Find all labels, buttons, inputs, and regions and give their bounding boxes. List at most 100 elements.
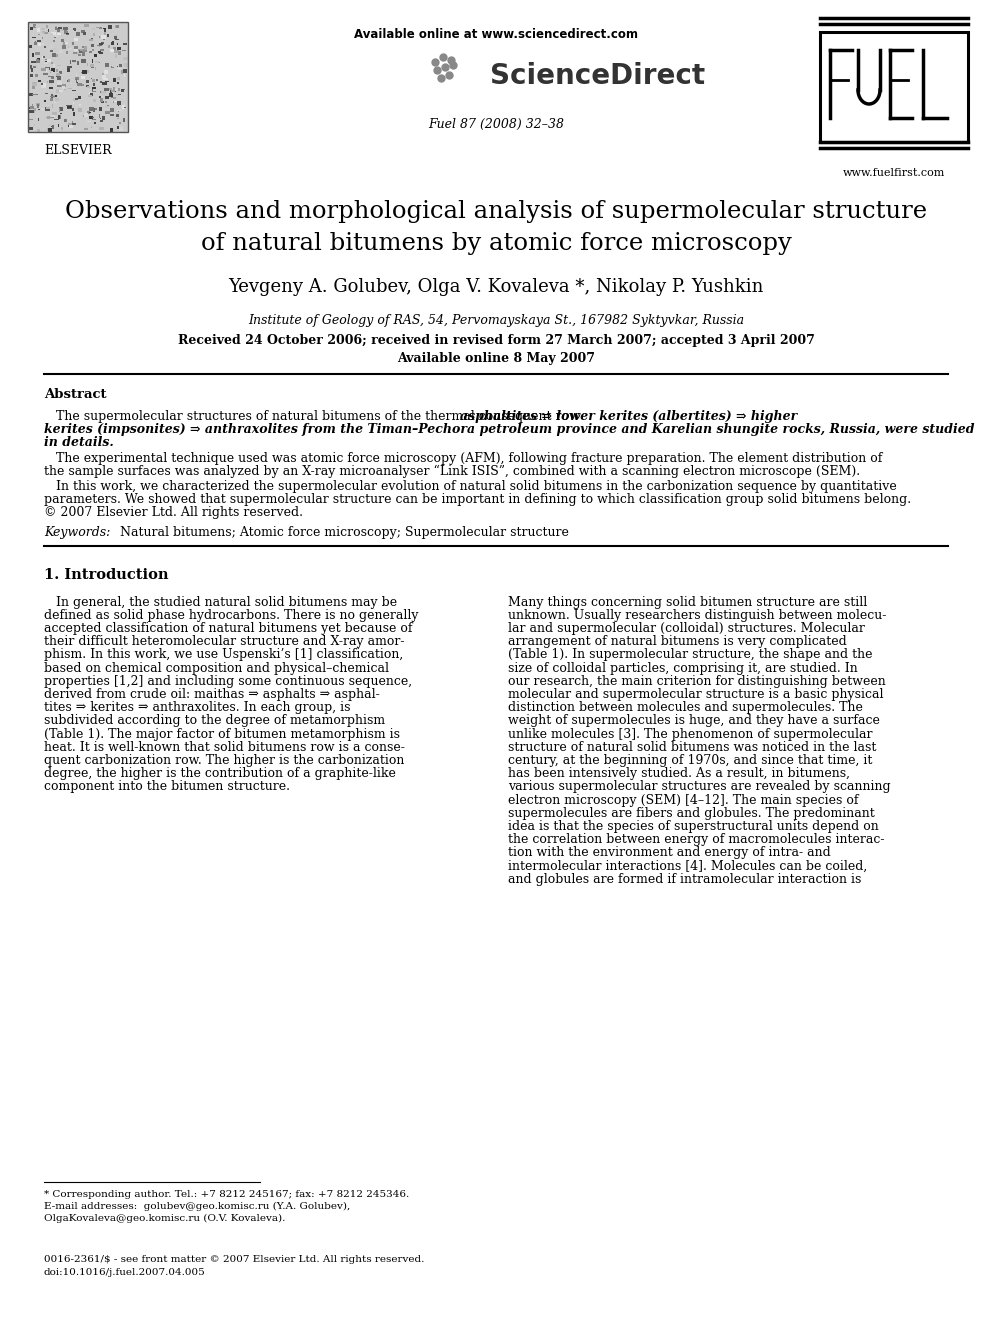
Bar — [55, 53, 59, 57]
Text: Observations and morphological analysis of supermolecular structure: Observations and morphological analysis … — [64, 200, 928, 224]
Bar — [123, 69, 127, 73]
Bar — [75, 94, 77, 97]
Bar — [67, 87, 72, 89]
Bar — [58, 115, 61, 119]
Bar — [72, 61, 75, 62]
Bar — [68, 79, 70, 82]
Text: unknown. Usually researchers distinguish between molecu-: unknown. Usually researchers distinguish… — [508, 609, 887, 622]
Text: Natural bitumens; Atomic force microscopy; Supermolecular structure: Natural bitumens; Atomic force microscop… — [112, 525, 568, 538]
Bar — [121, 89, 124, 91]
Text: ScienceDirect: ScienceDirect — [490, 62, 705, 90]
Bar — [86, 70, 89, 73]
Bar — [48, 75, 50, 77]
Bar — [53, 126, 54, 128]
Bar — [123, 119, 125, 122]
Bar — [101, 91, 106, 94]
Text: component into the bitumen structure.: component into the bitumen structure. — [44, 781, 290, 794]
Bar — [93, 69, 94, 73]
Text: intermolecular interactions [4]. Molecules can be coiled,: intermolecular interactions [4]. Molecul… — [508, 860, 867, 873]
Bar — [31, 106, 34, 108]
Bar — [65, 50, 67, 54]
Bar — [66, 106, 71, 108]
Bar — [53, 32, 56, 34]
Bar — [56, 34, 58, 37]
Text: molecular and supermolecular structure is a basic physical: molecular and supermolecular structure i… — [508, 688, 884, 701]
Bar — [55, 98, 59, 101]
Bar — [88, 93, 90, 94]
Bar — [37, 105, 40, 108]
Text: idea is that the species of superstructural units depend on: idea is that the species of superstructu… — [508, 820, 879, 833]
Bar — [122, 50, 126, 52]
Text: In general, the studied natural solid bitumens may be: In general, the studied natural solid bi… — [44, 595, 397, 609]
Text: distinction between molecules and supermolecules. The: distinction between molecules and superm… — [508, 701, 863, 714]
Bar — [70, 61, 71, 65]
Bar — [103, 115, 106, 118]
Bar — [74, 45, 78, 49]
Text: Many things concerning solid bitumen structure are still: Many things concerning solid bitumen str… — [508, 595, 867, 609]
Text: Fuel 87 (2008) 32–38: Fuel 87 (2008) 32–38 — [428, 118, 564, 131]
Bar — [87, 50, 92, 53]
Text: weight of supermolecules is huge, and they have a surface: weight of supermolecules is huge, and th… — [508, 714, 880, 728]
Text: the correlation between energy of macromolecules interac-: the correlation between energy of macrom… — [508, 833, 885, 847]
Bar — [46, 69, 48, 73]
Bar — [92, 60, 93, 64]
Bar — [104, 41, 106, 44]
Bar — [113, 97, 116, 99]
Bar — [73, 48, 78, 52]
Bar — [59, 108, 61, 111]
Bar — [90, 94, 92, 95]
Bar — [92, 28, 95, 30]
Bar — [101, 97, 103, 99]
Bar — [86, 81, 89, 83]
Bar — [103, 32, 105, 36]
Bar — [45, 93, 48, 94]
Bar — [71, 107, 74, 111]
Bar — [99, 52, 103, 54]
Bar — [71, 42, 73, 45]
Bar — [32, 111, 34, 112]
Text: accepted classification of natural bitumens yet because of: accepted classification of natural bitum… — [44, 622, 413, 635]
Bar — [48, 60, 52, 62]
Bar — [89, 107, 94, 111]
Bar — [46, 67, 50, 69]
Bar — [45, 32, 48, 34]
Bar — [101, 102, 103, 103]
Bar — [73, 29, 75, 30]
Bar — [92, 116, 94, 118]
Text: ELSEVIER: ELSEVIER — [45, 144, 112, 157]
Bar — [102, 115, 105, 120]
Bar — [82, 70, 86, 74]
Bar — [110, 30, 112, 33]
Bar — [34, 82, 36, 83]
Bar — [50, 70, 51, 73]
Bar — [90, 64, 94, 67]
Text: lar and supermolecular (colloidal) structures. Molecular: lar and supermolecular (colloidal) struc… — [508, 622, 865, 635]
Bar — [46, 25, 49, 28]
Bar — [107, 105, 109, 106]
Bar — [35, 74, 38, 77]
Bar — [43, 83, 47, 87]
Bar — [76, 83, 81, 86]
Bar — [52, 67, 55, 71]
Bar — [67, 66, 72, 69]
Bar — [47, 123, 52, 126]
Bar — [73, 102, 74, 105]
Text: Institute of Geology of RAS, 54, Pervomayskaya St., 167982 Syktyvkar, Russia: Institute of Geology of RAS, 54, Pervoma… — [248, 314, 744, 327]
Bar — [75, 79, 76, 82]
Bar — [86, 85, 88, 87]
Bar — [82, 32, 85, 36]
Bar — [45, 107, 50, 111]
Bar — [69, 124, 72, 128]
Bar — [50, 83, 54, 85]
Bar — [94, 54, 96, 57]
Bar — [80, 49, 83, 52]
Bar — [116, 94, 118, 95]
Text: arrangement of natural bitumens is very complicated: arrangement of natural bitumens is very … — [508, 635, 847, 648]
Text: doi:10.1016/j.fuel.2007.04.005: doi:10.1016/j.fuel.2007.04.005 — [44, 1267, 205, 1277]
Bar — [67, 107, 70, 108]
Bar — [39, 57, 43, 61]
Bar — [100, 91, 101, 93]
Bar — [50, 82, 53, 83]
Bar — [67, 45, 68, 48]
Bar — [64, 89, 65, 90]
